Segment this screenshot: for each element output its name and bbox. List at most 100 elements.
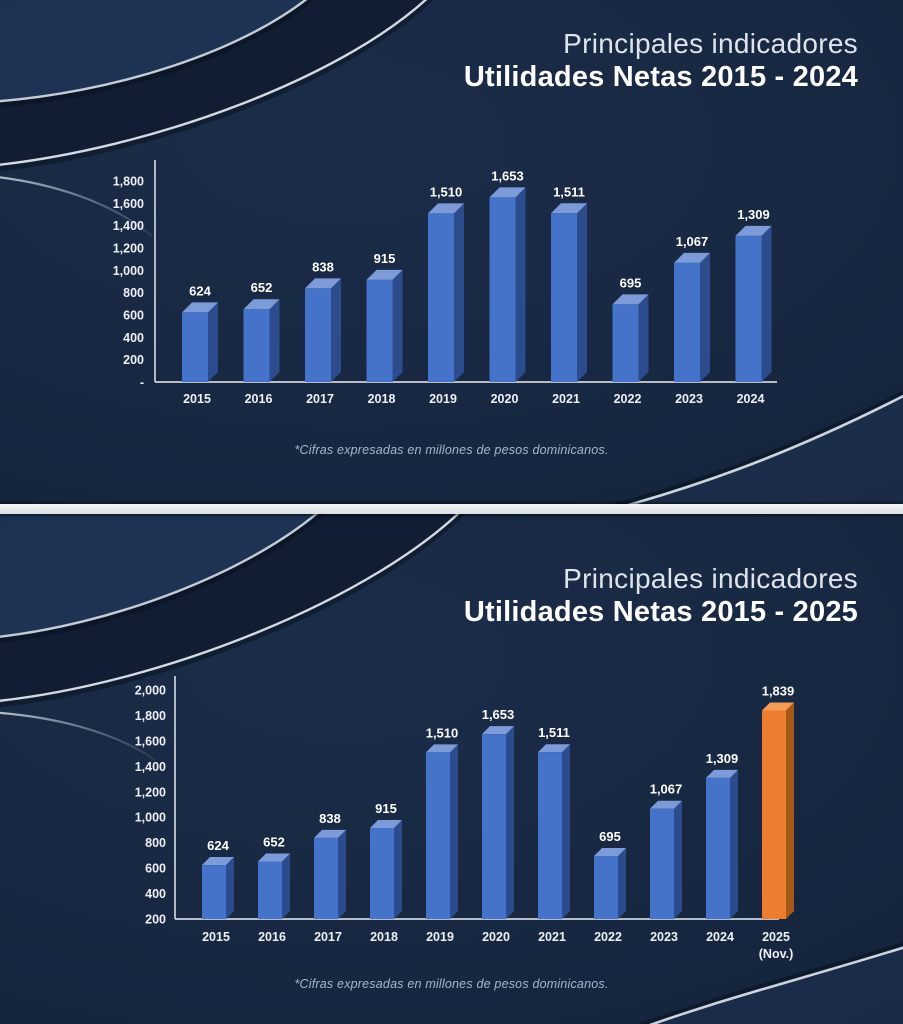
bar-value-label: 1,511 [538, 725, 570, 740]
bar-2015 [202, 857, 234, 919]
bar-top-face [366, 269, 403, 280]
bar-value-label: 695 [599, 829, 621, 844]
bar-front-face [489, 197, 516, 382]
bar-value-label: 1,511 [553, 184, 585, 199]
bar-front-face [482, 734, 506, 919]
bar-side-face [338, 829, 346, 919]
x-category-label: 2021 [538, 930, 566, 944]
bar-value-label: 695 [620, 275, 642, 290]
bar-2020 [482, 726, 514, 919]
x-category-label: 2015 [183, 392, 211, 406]
bar-top-face [370, 820, 402, 829]
bar-side-face [394, 820, 402, 919]
bar-front-face [538, 752, 562, 919]
bar-2023 [650, 800, 682, 919]
x-category-label: 2020 [491, 392, 519, 406]
slide-utilidades-netas-2024: Principales indicadores Utilidades Netas… [0, 0, 903, 504]
bar-value-label: 1,309 [737, 207, 770, 222]
x-category-label: 2016 [245, 392, 273, 406]
bar-top-face [182, 302, 218, 313]
y-tick-label: 400 [145, 887, 166, 901]
bar-side-face [506, 726, 514, 919]
bar-front-face [428, 213, 454, 382]
x-category-label: 2019 [429, 392, 457, 406]
bar-top-face [243, 299, 280, 310]
bar-top-face [426, 744, 458, 753]
bar-value-label: 1,510 [430, 184, 463, 199]
bar-value-label: 624 [189, 283, 211, 298]
bar-side-face [618, 848, 626, 919]
bar-front-face [551, 213, 577, 382]
bar-2017 [314, 829, 346, 919]
x-category-label: 2020 [482, 930, 510, 944]
y-tick-label: 1,400 [113, 219, 144, 233]
bar-front-face [426, 752, 450, 919]
slide-divider [0, 504, 903, 514]
bar-2024 [735, 225, 772, 382]
bar-value-label: 1,839 [762, 683, 795, 698]
bar-2024 [706, 769, 738, 919]
bar-top-face [314, 829, 346, 838]
x-category-sublabel: (Nov.) [759, 947, 794, 961]
x-category-label: 2022 [594, 930, 622, 944]
bar-front-face [258, 861, 282, 919]
bar-front-face [612, 304, 639, 382]
bar-front-face [762, 710, 786, 919]
bar-side-face [638, 294, 649, 382]
bar-side-face [562, 744, 570, 919]
bar-side-face [700, 252, 710, 382]
x-category-label: 2025 [762, 930, 790, 944]
bar-front-face [305, 288, 331, 382]
bar-top-face [428, 203, 464, 214]
bar-top-face [258, 853, 290, 862]
bar-2019 [426, 744, 458, 919]
bar-top-face [674, 252, 710, 263]
bar-2018 [370, 820, 402, 919]
bar-2023 [674, 252, 710, 382]
y-tick-label: 1,000 [113, 264, 144, 278]
bar-front-face [735, 235, 762, 382]
bar-value-label: 838 [319, 811, 341, 826]
bar-side-face [226, 857, 234, 919]
bar-2022 [594, 848, 626, 919]
bar-side-face [577, 203, 587, 382]
bar-2016 [258, 853, 290, 919]
x-category-label: 2017 [314, 930, 342, 944]
bar-side-face [282, 853, 290, 919]
x-category-label: 2022 [614, 392, 642, 406]
slide-main-title: Utilidades Netas 2015 - 2024 [463, 61, 858, 93]
bar-side-face [674, 800, 682, 919]
footnote: *Cifras expresadas en millones de pesos … [294, 443, 609, 457]
bar-side-face [761, 225, 772, 382]
bar-value-label: 1,653 [491, 168, 524, 183]
bar-side-face [331, 278, 341, 382]
bar-front-face [674, 262, 700, 382]
bar-2021 [551, 203, 587, 382]
y-tick-label: 400 [123, 331, 144, 345]
y-tick-label: 600 [123, 309, 144, 323]
bar-front-face [314, 837, 338, 919]
bar-2022 [612, 294, 649, 382]
x-category-label: 2019 [426, 930, 454, 944]
bar-value-label: 838 [312, 259, 334, 274]
bar-value-label: 1,653 [482, 707, 515, 722]
bar-value-label: 1,067 [676, 234, 709, 249]
bar-front-face [182, 312, 208, 382]
slide-main-title: Utilidades Netas 2015 - 2025 [463, 596, 858, 628]
bar-value-label: 1,309 [706, 751, 739, 766]
bar-value-label: 1,510 [426, 725, 459, 740]
y-tick-label: 1,400 [135, 760, 166, 774]
y-tick-label: - [140, 376, 144, 390]
slide-title: Principales indicadores Utilidades Netas… [464, 27, 858, 95]
x-category-label: 2018 [368, 392, 396, 406]
bar-top-face [482, 726, 514, 735]
x-category-label: 2017 [306, 392, 334, 406]
bar-side-face [454, 203, 464, 382]
bar-side-face [515, 187, 526, 382]
footnote: *Cifras expresadas en millones de pesos … [294, 977, 609, 991]
y-tick-label: 800 [123, 286, 144, 300]
x-category-label: 2018 [370, 930, 398, 944]
bar-2018 [366, 269, 403, 382]
bar-top-face [538, 744, 570, 753]
